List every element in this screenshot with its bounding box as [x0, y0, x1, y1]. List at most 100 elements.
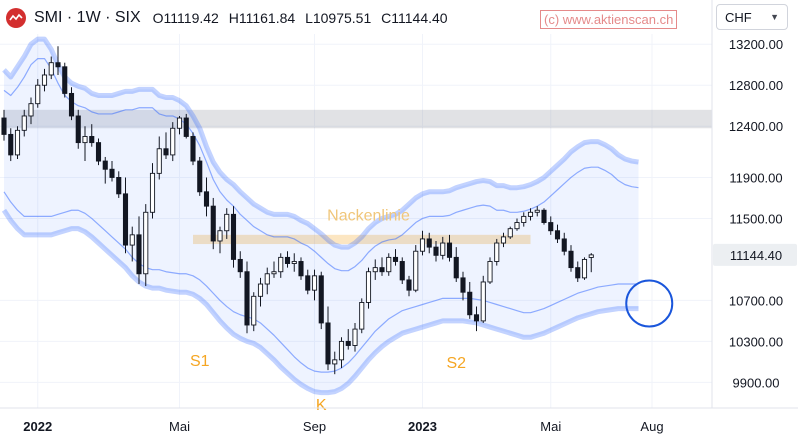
candle-up[interactable]: [224, 213, 230, 232]
candle-down[interactable]: [318, 275, 324, 324]
candle-up[interactable]: [352, 328, 358, 346]
candle-up[interactable]: [514, 222, 520, 230]
candle-up[interactable]: [359, 302, 365, 330]
candle-up[interactable]: [527, 211, 534, 217]
currency-select[interactable]: CHF ▼: [716, 4, 788, 30]
candle-down[interactable]: [68, 92, 75, 117]
candle-down[interactable]: [197, 160, 203, 193]
candle-down[interactable]: [244, 271, 250, 326]
candle-up[interactable]: [156, 148, 162, 174]
candle-down[interactable]: [116, 177, 122, 195]
candle-up[interactable]: [28, 103, 34, 117]
candle-down[interactable]: [433, 246, 439, 256]
candle-up[interactable]: [21, 115, 27, 131]
candle-down[interactable]: [1, 117, 7, 135]
candle-up[interactable]: [487, 261, 493, 283]
candle-up[interactable]: [170, 127, 176, 156]
candle-up[interactable]: [386, 256, 392, 273]
candle-down[interactable]: [392, 256, 399, 262]
symbol-title[interactable]: SMI · 1W · SIX: [34, 9, 141, 26]
candle-up[interactable]: [129, 234, 135, 246]
candle-up[interactable]: [494, 242, 500, 262]
candle-down[interactable]: [453, 256, 459, 279]
candle-down[interactable]: [237, 258, 243, 273]
price-axis[interactable]: [712, 0, 798, 441]
candle-up[interactable]: [264, 273, 270, 285]
candle-down[interactable]: [122, 193, 129, 246]
price-tick-label: 10300.00: [729, 334, 783, 349]
candle-down[interactable]: [95, 142, 102, 162]
candle-up[interactable]: [251, 295, 257, 326]
candle-up[interactable]: [338, 340, 345, 361]
candle-down[interactable]: [136, 234, 142, 275]
candle-down[interactable]: [203, 191, 210, 207]
candle-up[interactable]: [372, 267, 378, 273]
candle-up[interactable]: [291, 261, 297, 264]
candle-up[interactable]: [217, 230, 223, 242]
candle-up[interactable]: [507, 228, 513, 238]
candle-down[interactable]: [399, 261, 405, 281]
candle-up[interactable]: [14, 129, 21, 156]
candle-down[interactable]: [183, 117, 189, 137]
price-tick-label: 13200.00: [729, 37, 783, 52]
candle-up[interactable]: [82, 136, 88, 144]
candle-up[interactable]: [588, 254, 594, 258]
candle-up[interactable]: [581, 258, 588, 279]
band-outer-upper: [2, 36, 639, 250]
candle-down[interactable]: [284, 256, 291, 264]
candle-down[interactable]: [473, 314, 480, 322]
candle-down[interactable]: [406, 279, 412, 291]
band-fill: [4, 39, 639, 393]
candle-up[interactable]: [500, 236, 507, 244]
candle-down[interactable]: [102, 160, 108, 170]
candle-up[interactable]: [311, 275, 318, 291]
candle-up[interactable]: [534, 209, 540, 213]
price-tick-label: 9900.00: [733, 375, 780, 390]
candle-down[interactable]: [62, 66, 68, 94]
candle-up[interactable]: [35, 84, 41, 105]
candle-up[interactable]: [365, 271, 372, 303]
candle-up[interactable]: [176, 117, 183, 129]
candle-up[interactable]: [332, 359, 338, 365]
candle-down[interactable]: [163, 148, 169, 156]
candle-down[interactable]: [467, 291, 473, 316]
candle-down[interactable]: [8, 133, 14, 156]
candle-down[interactable]: [561, 238, 567, 252]
price-tick-label: 10700.00: [729, 293, 783, 308]
candle-down[interactable]: [190, 136, 196, 162]
candle-down[interactable]: [575, 267, 581, 279]
candle-down[interactable]: [548, 222, 554, 232]
candle-up[interactable]: [521, 215, 527, 223]
candle-down[interactable]: [554, 230, 561, 240]
candle-up[interactable]: [278, 256, 284, 273]
candle-up[interactable]: [413, 250, 419, 291]
candle-down[interactable]: [325, 322, 331, 365]
candle-down[interactable]: [446, 242, 453, 258]
candle-up[interactable]: [480, 281, 486, 322]
candle-up[interactable]: [440, 242, 446, 256]
candle-down[interactable]: [426, 238, 432, 248]
candle-up[interactable]: [48, 62, 54, 76]
candle-up[interactable]: [41, 74, 48, 86]
candle-down[interactable]: [568, 250, 574, 269]
price-tick-label: 11500.00: [729, 211, 782, 226]
candle-down[interactable]: [210, 205, 216, 242]
candle-down[interactable]: [55, 62, 61, 68]
candle-up[interactable]: [271, 271, 277, 275]
candle-down[interactable]: [75, 115, 81, 144]
candle-down[interactable]: [230, 213, 237, 260]
candle-up[interactable]: [419, 238, 426, 252]
candle-down[interactable]: [89, 136, 95, 144]
candle-up[interactable]: [143, 211, 149, 275]
candle-down[interactable]: [541, 209, 547, 223]
candle-up[interactable]: [149, 172, 156, 213]
candle-down[interactable]: [460, 277, 466, 293]
chart-header: SMI · 1W · SIX O11119.42 H11161.84 L1097…: [6, 6, 454, 30]
candle-up[interactable]: [257, 283, 264, 297]
candle-down[interactable]: [305, 275, 311, 291]
candle-down[interactable]: [298, 261, 304, 277]
candle-down[interactable]: [345, 340, 351, 346]
candle-down[interactable]: [379, 267, 385, 273]
candle-down[interactable]: [109, 168, 115, 178]
